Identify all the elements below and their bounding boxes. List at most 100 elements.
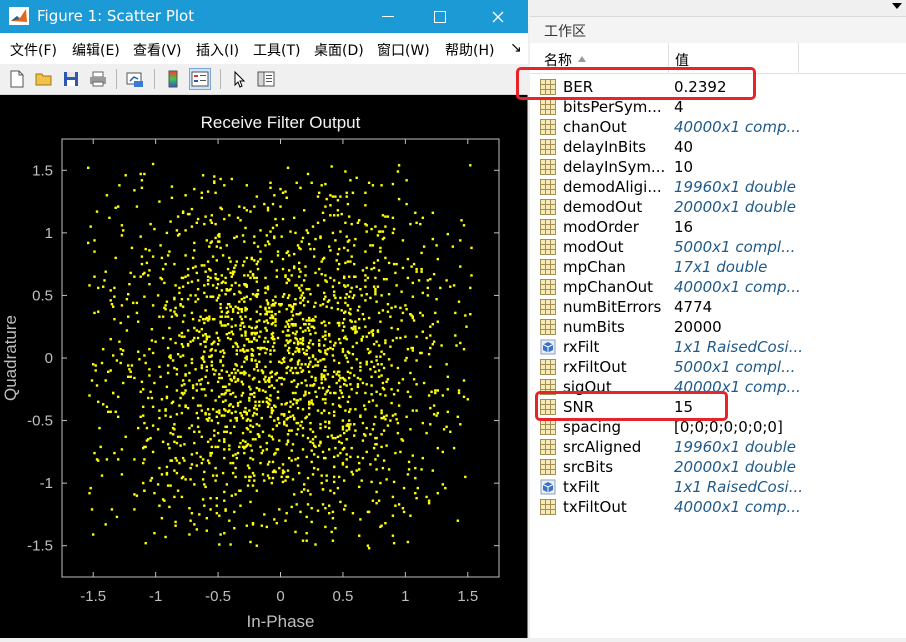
- workspace-row-rxfiltout[interactable]: rxFiltOut 5000x1 compl...: [530, 357, 906, 377]
- menu-view[interactable]: 查看(V): [133, 43, 182, 59]
- workspace-row-delayinsym[interactable]: delayInSym... 10: [530, 157, 906, 177]
- data-point: [220, 315, 223, 318]
- menu-desktop[interactable]: 桌面(D): [314, 43, 364, 59]
- data-point: [338, 262, 341, 266]
- data-point: [219, 533, 222, 536]
- data-point: [462, 379, 466, 382]
- data-point: [179, 396, 182, 400]
- data-point: [431, 211, 434, 214]
- menu-window[interactable]: 窗口(W): [377, 43, 430, 59]
- data-point: [181, 393, 185, 396]
- workspace-row-numbiterrors[interactable]: numBitErrors 4774: [530, 297, 906, 317]
- pointer-icon[interactable]: [228, 68, 250, 90]
- data-point: [314, 331, 317, 335]
- workspace-row-srcaligned[interactable]: srcAligned 19960x1 double: [530, 437, 906, 457]
- link-plot-icon[interactable]: [124, 68, 146, 90]
- data-point: [308, 400, 311, 403]
- workspace-row-txfilt[interactable]: txFilt 1x1 RaisedCosi...: [530, 477, 906, 497]
- data-point: [228, 519, 231, 522]
- data-point: [279, 187, 282, 191]
- data-point: [294, 231, 297, 235]
- data-point: [190, 225, 194, 228]
- workspace-row-spacing[interactable]: spacing [0;0;0;0;0;0;0]: [530, 417, 906, 437]
- new-file-icon[interactable]: [6, 68, 28, 90]
- maximize-button[interactable]: [412, 0, 468, 33]
- data-point: [333, 359, 336, 362]
- menu-tools[interactable]: 工具(T): [253, 43, 301, 59]
- data-point: [369, 368, 372, 371]
- data-point: [376, 234, 380, 237]
- workspace-row-rxfilt[interactable]: rxFilt 1x1 RaisedCosi...: [530, 337, 906, 357]
- menu-insert[interactable]: 插入(I): [196, 43, 240, 59]
- workspace-row-demodaligi[interactable]: demodAligi... 19960x1 double: [530, 177, 906, 197]
- scatter-plot[interactable]: -1.5 -1 -0.5 0 0.5 1 1.5-1.5-1-0.500.511.5Rece…: [0, 95, 527, 638]
- open-folder-icon[interactable]: [33, 68, 55, 90]
- column-header-name[interactable]: 名称: [544, 53, 572, 69]
- data-point: [314, 301, 317, 305]
- data-point: [429, 365, 432, 368]
- data-point: [459, 239, 462, 242]
- data-point: [367, 331, 371, 335]
- data-point: [339, 230, 342, 233]
- data-point: [294, 530, 297, 534]
- data-point: [314, 376, 317, 380]
- data-point: [372, 266, 376, 270]
- data-point: [354, 320, 357, 323]
- data-point: [165, 471, 169, 475]
- workspace-row-modorder[interactable]: modOrder 16: [530, 217, 906, 237]
- data-point: [206, 275, 210, 278]
- property-inspector-icon[interactable]: [255, 68, 277, 90]
- workspace-row-mpchan[interactable]: mpChan 17x1 double: [530, 257, 906, 277]
- data-point: [256, 245, 260, 248]
- print-icon[interactable]: [87, 68, 109, 90]
- data-point: [291, 353, 295, 356]
- data-point: [333, 414, 336, 417]
- data-point: [320, 184, 323, 187]
- workspace-row-delayinbits[interactable]: delayInBits 40: [530, 137, 906, 157]
- data-point: [209, 438, 212, 441]
- colorbar-icon[interactable]: [162, 68, 184, 90]
- close-button[interactable]: [470, 0, 526, 33]
- data-point: [451, 245, 454, 248]
- figure-titlebar[interactable]: Figure 1: Scatter Plot: [0, 0, 528, 33]
- data-point: [250, 358, 253, 361]
- dropdown-arrow-icon[interactable]: [892, 2, 902, 10]
- menu-help[interactable]: 帮助(H): [445, 43, 495, 59]
- workspace-row-mpchanout[interactable]: mpChanOut 40000x1 comp...: [530, 277, 906, 297]
- data-point: [268, 376, 271, 380]
- data-point: [288, 456, 291, 460]
- column-divider[interactable]: [798, 43, 799, 73]
- workspace-row-numbits[interactable]: numBits 20000: [530, 317, 906, 337]
- workspace-row-chanout[interactable]: chanOut 40000x1 comp...: [530, 117, 906, 137]
- menu-overflow-icon[interactable]: ↘: [510, 40, 522, 56]
- data-point: [350, 320, 353, 323]
- menu-edit[interactable]: 编辑(E): [72, 43, 120, 59]
- workspace-row-ber[interactable]: BER 0.2392: [530, 77, 906, 97]
- workspace-row-modout[interactable]: modOut 5000x1 compl...: [530, 237, 906, 257]
- data-point: [300, 370, 303, 373]
- workspace-row-snr[interactable]: SNR 15: [530, 397, 906, 417]
- workspace-row-demodout[interactable]: demodOut 20000x1 double: [530, 197, 906, 217]
- data-point: [173, 495, 176, 499]
- data-point: [151, 162, 155, 166]
- data-point: [190, 512, 194, 515]
- minimize-button[interactable]: [360, 0, 416, 33]
- workspace-row-txfiltout[interactable]: txFiltOut 40000x1 comp...: [530, 497, 906, 517]
- data-point: [269, 360, 272, 363]
- data-point: [284, 344, 287, 347]
- data-point: [196, 217, 200, 221]
- legend-icon[interactable]: [189, 68, 211, 90]
- data-point: [397, 404, 401, 407]
- data-point: [371, 334, 375, 337]
- variable-name: demodOut: [563, 198, 643, 216]
- data-point: [288, 269, 291, 272]
- workspace-row-srcbits[interactable]: srcBits 20000x1 double: [530, 457, 906, 477]
- data-point: [208, 355, 211, 358]
- column-divider[interactable]: [668, 43, 669, 73]
- data-point: [220, 289, 223, 292]
- save-icon[interactable]: [60, 68, 82, 90]
- workspace-row-bitspersym[interactable]: bitsPerSym... 4: [530, 97, 906, 117]
- column-header-value[interactable]: 值: [675, 53, 689, 69]
- menu-file[interactable]: 文件(F): [10, 43, 57, 59]
- data-point: [382, 366, 386, 370]
